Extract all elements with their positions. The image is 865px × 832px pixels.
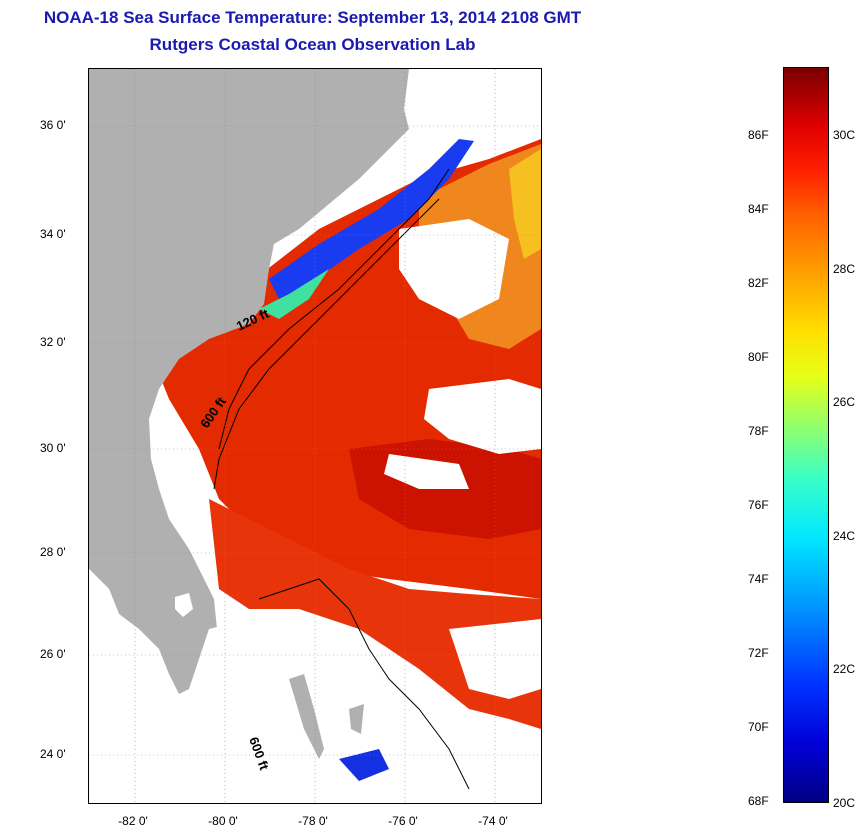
land-mainland xyxy=(89,69,409,694)
colorbar-f-label-74: 74F xyxy=(748,572,769,586)
sst-coastal-cool-south xyxy=(339,749,389,781)
colorbar-c-label-26: 26C xyxy=(833,395,856,409)
colorbar-f-label-72: 72F xyxy=(748,646,769,660)
map-title: NOAA-18 Sea Surface Temperature: Septemb… xyxy=(43,8,582,27)
lat-label-24: 24 0' xyxy=(40,747,66,761)
cloud-mask-6 xyxy=(89,569,119,629)
lon-label-78: -78 0' xyxy=(298,814,328,828)
sst-coastal-green-band xyxy=(259,269,329,319)
isobath-120ft xyxy=(218,168,450,450)
sst-coastal-cool-band xyxy=(269,139,474,299)
lon-label-76: -76 0' xyxy=(388,814,418,828)
colorbar-f-label-86: 86F xyxy=(748,128,769,142)
isobath-600ft xyxy=(213,198,440,490)
cloud-mask-4 xyxy=(89,614,349,803)
isobath-bahamas xyxy=(258,578,470,790)
lat-label-32: 32 0' xyxy=(40,335,66,349)
land-bahamas-2 xyxy=(349,704,364,734)
colorbar-c-label-28: 28C xyxy=(833,262,856,276)
lon-label-80: -80 0' xyxy=(208,814,238,828)
sst-map-canvas: 120 ft 600 ft 600 ft xyxy=(89,69,541,803)
lat-label-30: 30 0' xyxy=(40,441,66,455)
cloud-mask-5 xyxy=(449,619,541,699)
lon-label-82: -82 0' xyxy=(118,814,148,828)
colorbar-f-label-80: 80F xyxy=(748,350,769,364)
map-subtitle: Rutgers Coastal Ocean Observation Lab xyxy=(149,35,476,54)
colorbar-f-label-76: 76F xyxy=(748,498,769,512)
colorbar-c-label-24: 24C xyxy=(833,529,856,543)
lon-label-74: -74 0' xyxy=(478,814,508,828)
colorbar-f-label-68: 68F xyxy=(748,794,769,808)
cloud-mask-3 xyxy=(384,454,469,489)
colorbar-c-label-30: 30C xyxy=(833,128,856,142)
land-lake-okeechobee xyxy=(175,593,193,617)
cloud-mask-2 xyxy=(424,379,541,454)
lat-label-28: 28 0' xyxy=(40,545,66,559)
colorbar-c-label-22: 22C xyxy=(833,662,856,676)
colorbar-c-label-20: 20C xyxy=(833,796,856,810)
cloud-mask-1 xyxy=(399,219,509,319)
lat-label-34: 34 0' xyxy=(40,227,66,241)
sst-field-south xyxy=(209,499,541,729)
temperature-colorbar xyxy=(783,67,829,803)
cloud-mask-7 xyxy=(389,709,489,803)
colorbar-f-label-82: 82F xyxy=(748,276,769,290)
map-grid xyxy=(89,69,541,803)
sst-map[interactable]: 120 ft 600 ft 600 ft xyxy=(88,68,542,804)
colorbar-f-label-84: 84F xyxy=(748,202,769,216)
isobath-label-600ft-south: 600 ft xyxy=(246,735,272,773)
sst-field-yellow xyxy=(509,149,541,259)
land-bahamas xyxy=(289,674,324,759)
colorbar-f-label-70: 70F xyxy=(748,720,769,734)
lat-label-36: 36 0' xyxy=(40,118,66,132)
lat-label-26: 26 0' xyxy=(40,647,66,661)
colorbar-f-label-78: 78F xyxy=(748,424,769,438)
